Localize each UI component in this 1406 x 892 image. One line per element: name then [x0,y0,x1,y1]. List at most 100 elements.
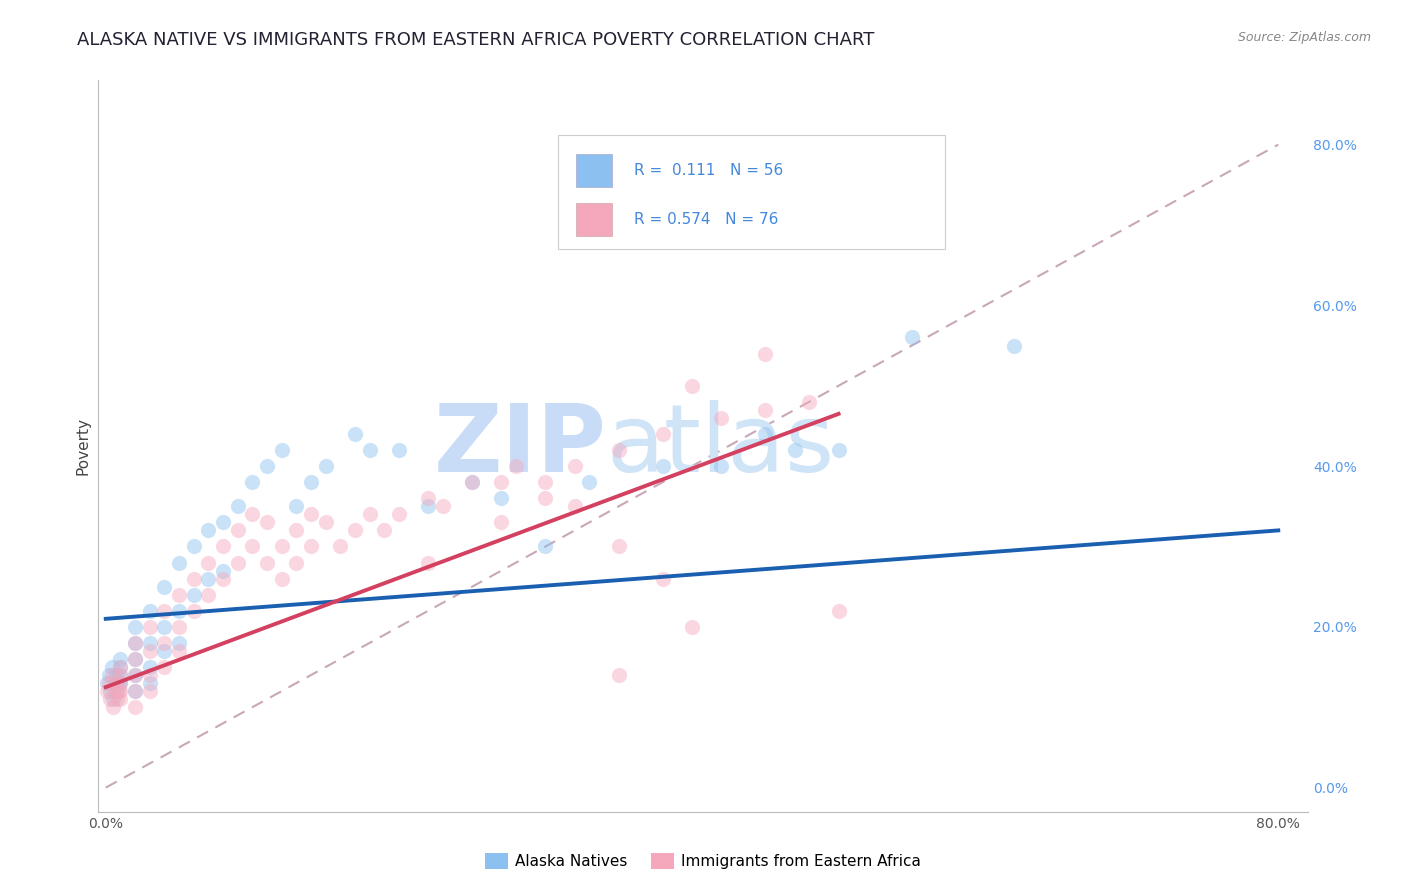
Point [167,588,190,602]
Point [167,556,190,570]
Point [240,508,263,522]
Point [754,402,776,417]
Point [710,410,733,425]
Point [110,660,132,674]
Text: ZIP: ZIP [433,400,606,492]
Point [256,516,278,530]
Point [153,660,176,674]
Point [799,394,821,409]
Point [359,443,381,458]
Point [124,636,146,650]
Point [97,668,120,682]
Point [491,491,513,506]
Point [226,500,249,514]
Point [285,524,308,538]
Point [105,676,128,690]
Point [107,692,129,706]
Point [285,500,308,514]
Point [285,556,308,570]
Point [124,684,146,698]
Point [388,443,411,458]
Point [183,604,205,618]
Point [373,524,395,538]
Point [107,684,129,698]
Point [124,700,146,714]
Point [388,508,411,522]
Point [534,491,557,506]
Text: Source: ZipAtlas.com: Source: ZipAtlas.com [1237,31,1371,45]
Point [110,692,132,706]
Point [153,644,176,658]
FancyBboxPatch shape [576,153,613,186]
Point [578,475,600,490]
Point [97,676,120,690]
Point [110,652,132,666]
Point [103,676,125,690]
Point [212,516,235,530]
Point [108,676,131,690]
Point [167,636,190,650]
Point [167,604,190,618]
Point [153,580,176,594]
Point [270,443,292,458]
Point [110,668,132,682]
Point [108,684,131,698]
Point [138,636,160,650]
Point [270,540,292,554]
Point [138,676,160,690]
Point [212,540,235,554]
Point [138,668,160,682]
Point [197,572,219,586]
Point [256,459,278,474]
Point [299,508,322,522]
Point [461,475,484,490]
Legend: Alaska Natives, Immigrants from Eastern Africa: Alaska Natives, Immigrants from Eastern … [479,847,927,875]
Point [110,684,132,698]
Point [343,426,366,441]
Point [138,684,160,698]
Point [783,443,806,458]
Point [98,684,121,698]
Point [110,660,132,674]
Point [153,620,176,634]
Point [105,668,128,682]
FancyBboxPatch shape [558,135,945,249]
Point [226,556,249,570]
Point [226,524,249,538]
Point [183,540,205,554]
Point [491,475,513,490]
Point [98,692,121,706]
Point [491,516,513,530]
Point [343,524,366,538]
Point [564,459,586,474]
Point [103,684,125,698]
FancyBboxPatch shape [576,202,613,235]
Point [124,668,146,682]
Point [167,644,190,658]
Point [534,540,557,554]
Point [607,540,630,554]
Point [651,572,673,586]
Point [827,604,849,618]
Point [96,684,118,698]
Point [418,556,440,570]
Point [240,475,263,490]
Point [197,524,219,538]
Point [651,426,673,441]
Point [534,475,557,490]
Point [124,620,146,634]
Point [1004,338,1026,352]
Point [124,636,146,650]
Point [100,668,122,682]
Point [153,604,176,618]
Point [329,540,352,554]
Text: R = 0.574   N = 76: R = 0.574 N = 76 [634,211,779,227]
Point [564,500,586,514]
Y-axis label: Poverty: Poverty [75,417,90,475]
Point [124,684,146,698]
Point [901,330,924,344]
Point [299,475,322,490]
Point [101,692,124,706]
Point [681,620,703,634]
Point [138,604,160,618]
